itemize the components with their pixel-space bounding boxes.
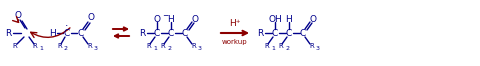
- Text: R: R: [88, 43, 92, 49]
- Text: C: C: [272, 29, 278, 37]
- Text: 3: 3: [94, 47, 98, 51]
- Text: H⁺: H⁺: [229, 18, 241, 28]
- Text: O: O: [14, 11, 22, 21]
- Text: R: R: [33, 43, 37, 49]
- Text: 3: 3: [198, 47, 202, 51]
- Text: R: R: [192, 43, 196, 49]
- Text: 2: 2: [64, 47, 68, 51]
- Text: R: R: [146, 43, 151, 49]
- Text: H: H: [48, 29, 55, 37]
- Text: R: R: [264, 43, 269, 49]
- Text: O: O: [154, 15, 160, 23]
- Text: R: R: [161, 43, 166, 49]
- Text: H: H: [286, 15, 292, 23]
- Text: C: C: [286, 29, 292, 37]
- Text: R: R: [310, 43, 314, 49]
- Text: C: C: [300, 29, 306, 37]
- Text: OH: OH: [268, 15, 282, 23]
- Text: R: R: [12, 43, 17, 49]
- Text: −: −: [162, 11, 168, 21]
- Text: C: C: [154, 29, 160, 37]
- Text: C: C: [64, 29, 70, 37]
- Text: ·: ·: [65, 21, 69, 31]
- Text: 3: 3: [316, 47, 320, 51]
- Text: R: R: [58, 43, 62, 49]
- Text: workup: workup: [222, 39, 248, 45]
- Text: 1: 1: [39, 47, 43, 51]
- Text: C: C: [182, 29, 188, 37]
- Text: 2: 2: [167, 47, 171, 51]
- Text: 1: 1: [271, 47, 275, 51]
- Text: R: R: [278, 43, 283, 49]
- Text: R: R: [257, 29, 263, 37]
- Text: 1: 1: [153, 47, 157, 51]
- Text: O: O: [310, 15, 316, 23]
- Text: O: O: [87, 14, 95, 23]
- Text: R: R: [139, 29, 145, 37]
- Text: 2: 2: [285, 47, 289, 51]
- Text: H: H: [168, 15, 174, 23]
- Text: R: R: [5, 29, 11, 37]
- Text: C: C: [168, 29, 174, 37]
- Text: O: O: [192, 15, 199, 23]
- Text: C: C: [78, 29, 84, 37]
